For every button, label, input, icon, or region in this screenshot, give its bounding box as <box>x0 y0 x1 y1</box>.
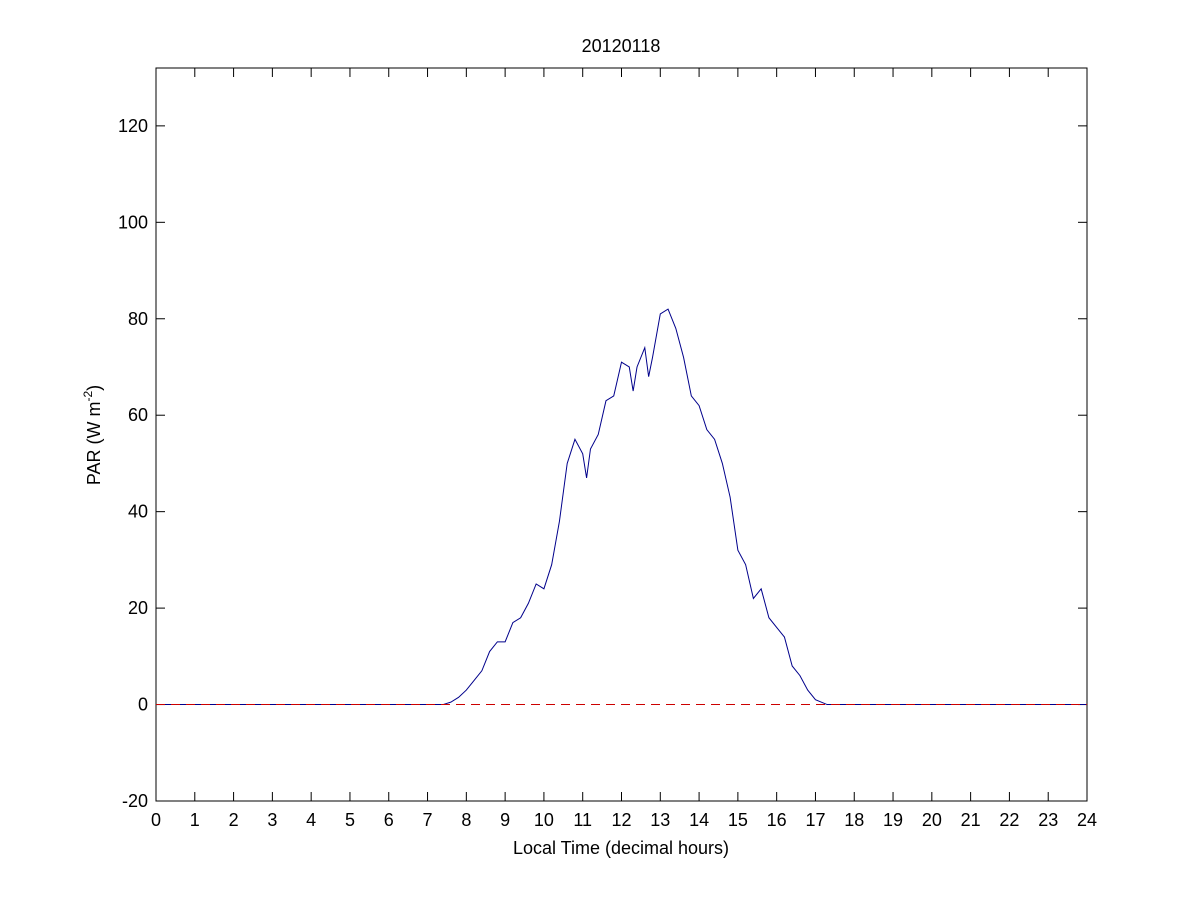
x-tick-label: 6 <box>384 810 394 830</box>
x-tick-label: 19 <box>883 810 903 830</box>
y-tick-label: 80 <box>128 309 148 329</box>
y-axis-label-sup: -2 <box>81 391 95 402</box>
x-tick-label: 16 <box>767 810 787 830</box>
x-tick-label: 15 <box>728 810 748 830</box>
x-tick-label: 14 <box>689 810 709 830</box>
y-axis-label-suffix: ) <box>84 385 104 391</box>
x-tick-label: 8 <box>461 810 471 830</box>
x-tick-label: 10 <box>534 810 554 830</box>
x-tick-label: 9 <box>500 810 510 830</box>
x-tick-label: 13 <box>650 810 670 830</box>
x-tick-label: 7 <box>423 810 433 830</box>
x-tick-label: 22 <box>999 810 1019 830</box>
x-tick-label: 5 <box>345 810 355 830</box>
y-tick-label: 100 <box>118 212 148 232</box>
y-axis-label-text: PAR (W m <box>84 402 104 486</box>
x-tick-label: 12 <box>611 810 631 830</box>
plot-frame <box>155 67 1088 802</box>
data-line <box>156 308 1087 706</box>
y-tick-label: 120 <box>118 116 148 136</box>
x-tick-label: 20 <box>922 810 942 830</box>
x-tick-label: 11 <box>573 810 592 830</box>
y-tick-label: -20 <box>122 791 148 811</box>
x-tick-label: 24 <box>1077 810 1097 830</box>
y-tick-label: 60 <box>128 405 148 425</box>
x-tick-label: 17 <box>805 810 825 830</box>
y-axis-label: PAR (W m-2) <box>81 385 104 485</box>
x-tick-label: 1 <box>190 810 200 830</box>
x-tick-label: 0 <box>151 810 161 830</box>
x-tick-label: 3 <box>267 810 277 830</box>
x-tick-label: 4 <box>306 810 316 830</box>
x-tick-label: 2 <box>229 810 239 830</box>
x-tick-label: 23 <box>1038 810 1058 830</box>
chart-title: 20120118 <box>582 36 661 56</box>
y-tick-label: 0 <box>138 695 148 715</box>
x-tick-label: 21 <box>961 810 981 830</box>
x-tick-label: 18 <box>844 810 864 830</box>
y-tick-label: 20 <box>128 598 148 618</box>
x-axis-label: Local Time (decimal hours) <box>513 838 729 858</box>
y-tick-label: 40 <box>128 502 148 522</box>
